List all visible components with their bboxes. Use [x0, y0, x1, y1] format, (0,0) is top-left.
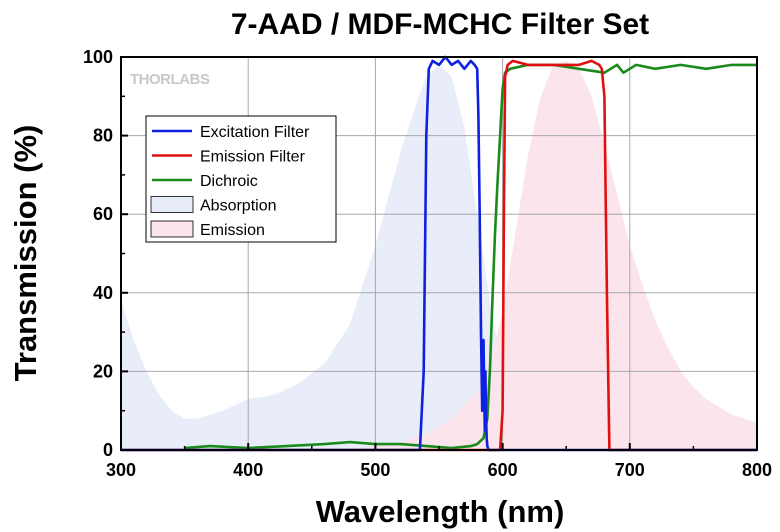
legend: Excitation Filter Emission Filter Dichroic… [145, 115, 337, 243]
x-axis-ticks: 300 400 500 600 700 800 [106, 443, 772, 480]
chart-title: 7-AAD / MDF-MCHC Filter Set [231, 8, 649, 41]
x-tick-label: 500 [360, 460, 390, 480]
watermark-logo: THORLABS [130, 71, 210, 88]
y-tick-label: 100 [83, 47, 113, 67]
x-tick-label: 600 [488, 460, 518, 480]
x-tick-label: 800 [742, 460, 772, 480]
y-tick-label: 80 [93, 126, 113, 146]
legend-swatch [150, 196, 194, 213]
line-emission-filter [121, 59, 757, 452]
y-tick-label: 60 [93, 204, 113, 224]
y-tick-label: 40 [93, 283, 113, 303]
legend-label: Emission Filter [200, 149, 306, 166]
legend-label: Absorption [200, 198, 277, 215]
y-tick-label: 0 [103, 440, 113, 460]
line-dichroic [184, 63, 757, 450]
x-axis-label: Wavelength (nm) [316, 494, 565, 529]
area-absorption [121, 64, 554, 451]
line-excitation-filter [121, 55, 757, 452]
area-emission [350, 60, 757, 451]
x-tick-label: 700 [615, 460, 645, 480]
x-tick-label: 400 [233, 460, 263, 480]
legend-label: Excitation Filter [200, 124, 310, 141]
area-series [121, 60, 757, 451]
legend-swatch [150, 220, 194, 238]
legend-label: Emission [200, 222, 265, 239]
x-tick-label: 300 [106, 460, 136, 480]
legend-label: Dichroic [200, 173, 258, 190]
line-series [121, 55, 757, 452]
y-axis-label: Transmission (%) [8, 125, 43, 382]
y-tick-label: 20 [93, 361, 113, 381]
y-axis-ticks: 0 20 40 60 80 100 [83, 47, 128, 460]
